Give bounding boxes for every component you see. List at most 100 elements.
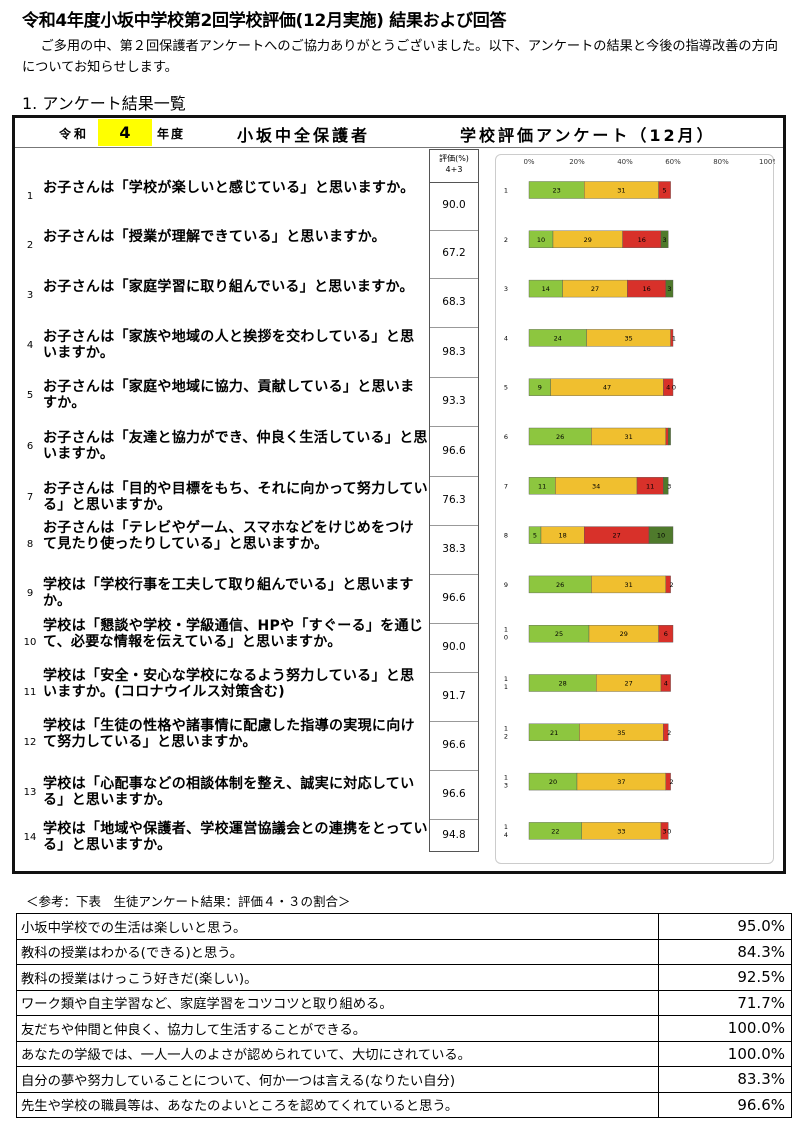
- question-list: 1 お子さんは「学校が楽しいと感じている」と思いますか。 2 お子さんは「授業が…: [15, 149, 435, 874]
- table-cell-item: 友だちや仲間と仲良く、協力して生活することができる。: [16, 1015, 659, 1042]
- bar-segment: [665, 772, 671, 791]
- score-cell: 67.2: [430, 231, 478, 279]
- data-label: 16: [642, 285, 650, 293]
- table-cell-value: 83.3%: [658, 1066, 792, 1093]
- bar-segment: [670, 329, 674, 347]
- score-value: 96.6: [442, 445, 466, 457]
- question-number: 3: [26, 290, 34, 301]
- question-text: 学校は「地域や保護者、学校運営協議会との連携をとっている」と思いますか。: [43, 821, 428, 853]
- score-column: 評価(%) 4+3 90.0 67.2 68.3 98.3 93.3 96.6 …: [429, 149, 479, 852]
- data-label: 3: [663, 236, 667, 244]
- table-row: 自分の夢や努力していることについて、何か一つは言える(なりたい自分) 83.3%: [16, 1066, 792, 1093]
- score-value: 96.6: [442, 592, 466, 604]
- data-label: 34: [592, 482, 600, 490]
- question-text: 学校は「懇談や学校・学級通信、HPや「すぐーる」を通じて、必要な情報を伝えている…: [43, 618, 424, 650]
- table-row: 教科の授業はけっこう好きだ(楽しい)。 92.5%: [16, 964, 792, 991]
- category-label: 8: [504, 532, 508, 540]
- score-value: 38.3: [442, 543, 466, 555]
- data-label: 2: [667, 729, 671, 737]
- score-cell: 38.3: [430, 527, 478, 575]
- data-label: 5: [533, 532, 537, 540]
- score-header-label: 評価(%): [439, 154, 469, 163]
- category-label: 1: [504, 823, 508, 831]
- table-cell-item: あなたの学級では、一人一人のよさが認められていて、大切にされている。: [16, 1040, 659, 1067]
- data-label: 10: [657, 532, 665, 540]
- category-label: 1: [504, 774, 508, 782]
- chart-canvas: 0%20%40%60%80%100%1233152102916331427163…: [504, 158, 775, 840]
- score-cell: 96.6: [430, 723, 478, 771]
- score-cell: 90.0: [430, 183, 478, 231]
- question-text: お子さんは「家庭学習に取り組んでいる」と思いますか。: [43, 279, 414, 295]
- table-row: 先生や学校の職員等は、あなたのよいところを認めてくれていると思う。 96.6%: [16, 1091, 792, 1118]
- data-label: 6: [664, 630, 668, 638]
- score-cell: 98.3: [430, 330, 478, 378]
- question-text: お子さんは「学校が楽しいと感じている」と思いますか。: [43, 180, 415, 196]
- score-value: 96.6: [442, 788, 466, 800]
- data-label: 10: [537, 236, 545, 244]
- survey-target: 小坂中全保護者: [237, 126, 371, 145]
- category-label: 1: [504, 675, 508, 683]
- question-text: 学校は「心配事などの相談体制を整え、誠実に対応している」と思いますか。: [43, 776, 415, 808]
- survey-title: 学校評価アンケート（12月）: [460, 126, 716, 145]
- score-cell: 76.3: [430, 478, 478, 526]
- score-cell: 96.6: [430, 576, 478, 624]
- data-label: 31: [617, 187, 625, 195]
- data-label: 3: [667, 482, 671, 490]
- category-label: 6: [504, 433, 508, 441]
- score-cell: 90.0: [430, 625, 478, 673]
- data-label: 31: [624, 433, 632, 441]
- bar-segment: [665, 279, 674, 298]
- section-heading: 1. アンケート結果一覧: [22, 94, 186, 113]
- bar-segment: [658, 625, 674, 643]
- table-cell-item: 先生や学校の職員等は、あなたのよいところを認めてくれていると思う。: [16, 1091, 659, 1118]
- question-text: お子さんは「テレビやゲーム、スマホなどをけじめをつけて見たり使ったりしている」と…: [43, 520, 414, 552]
- intro-paragraph: ご多用の中、第２回保護者アンケートへのご協力ありがとうございました。以下、アンケ…: [22, 39, 778, 75]
- data-label: 27: [624, 680, 632, 688]
- table-cell-value: 100.0%: [658, 1040, 792, 1067]
- question-text: お子さんは「家庭や地域に協力、貢献している」と思いますか。: [43, 379, 415, 411]
- category-label: 3: [504, 782, 508, 790]
- bar-segment: [658, 181, 671, 199]
- question-number: 14: [23, 832, 37, 843]
- table-cell-item: 自分の夢や努力していることについて、何か一つは言える(なりたい自分): [16, 1066, 659, 1093]
- table-cell-value: 100.0%: [658, 1015, 792, 1042]
- table-cell-value: 96.6%: [658, 1091, 792, 1118]
- table-cell-value: 95.0%: [658, 913, 792, 940]
- page-title: 令和4年度小坂中学校第2回学校評価(12月実施) 結果および回答: [22, 11, 507, 31]
- category-label: 0: [504, 634, 508, 642]
- question-text: 学校は「生徒の性格や諸事情に配慮した指導の実現に向けて努力している」と思いますか…: [43, 718, 415, 750]
- data-label: 25: [555, 630, 563, 638]
- question-number: 11: [23, 687, 37, 698]
- x-tick-label: 60%: [665, 158, 681, 166]
- table-cell-item: 小坂中学校での生活は楽しいと思う。: [16, 913, 659, 940]
- data-label: 4: [664, 680, 668, 688]
- category-label: 9: [504, 581, 508, 589]
- data-label: 27: [612, 532, 620, 540]
- data-label: 0: [667, 827, 671, 835]
- data-label: 3: [667, 285, 671, 293]
- data-label: 33: [617, 827, 625, 835]
- data-label: 5: [663, 187, 667, 195]
- question-text: お子さんは「授業が理解できている」と思いますか。: [43, 229, 386, 245]
- data-label: 11: [646, 482, 654, 490]
- question-number: 4: [26, 340, 34, 351]
- category-label: 4: [504, 334, 508, 342]
- score-cell: 96.6: [430, 429, 478, 477]
- table-row: あなたの学級では、一人一人のよさが認められていて、大切にされている。 100.0%: [16, 1040, 792, 1067]
- score-value: 96.6: [442, 739, 466, 751]
- data-label: 26: [556, 581, 564, 589]
- bar-segment: [663, 378, 674, 396]
- data-label: 37: [617, 778, 625, 786]
- data-label: 1: [672, 334, 676, 342]
- score-cell: 96.6: [430, 772, 478, 820]
- table-cell-item: 教科の授業はわかる(できる)と思う。: [16, 938, 659, 965]
- question-number: 2: [26, 240, 34, 251]
- category-label: 2: [504, 732, 508, 740]
- x-tick-label: 80%: [713, 158, 729, 166]
- data-label: 21: [550, 729, 558, 737]
- table-cell-value: 92.5%: [658, 964, 792, 991]
- data-label: 3: [663, 827, 667, 835]
- category-label: 3: [504, 285, 508, 293]
- data-label: 2: [670, 581, 674, 589]
- bar-segment: [660, 822, 669, 840]
